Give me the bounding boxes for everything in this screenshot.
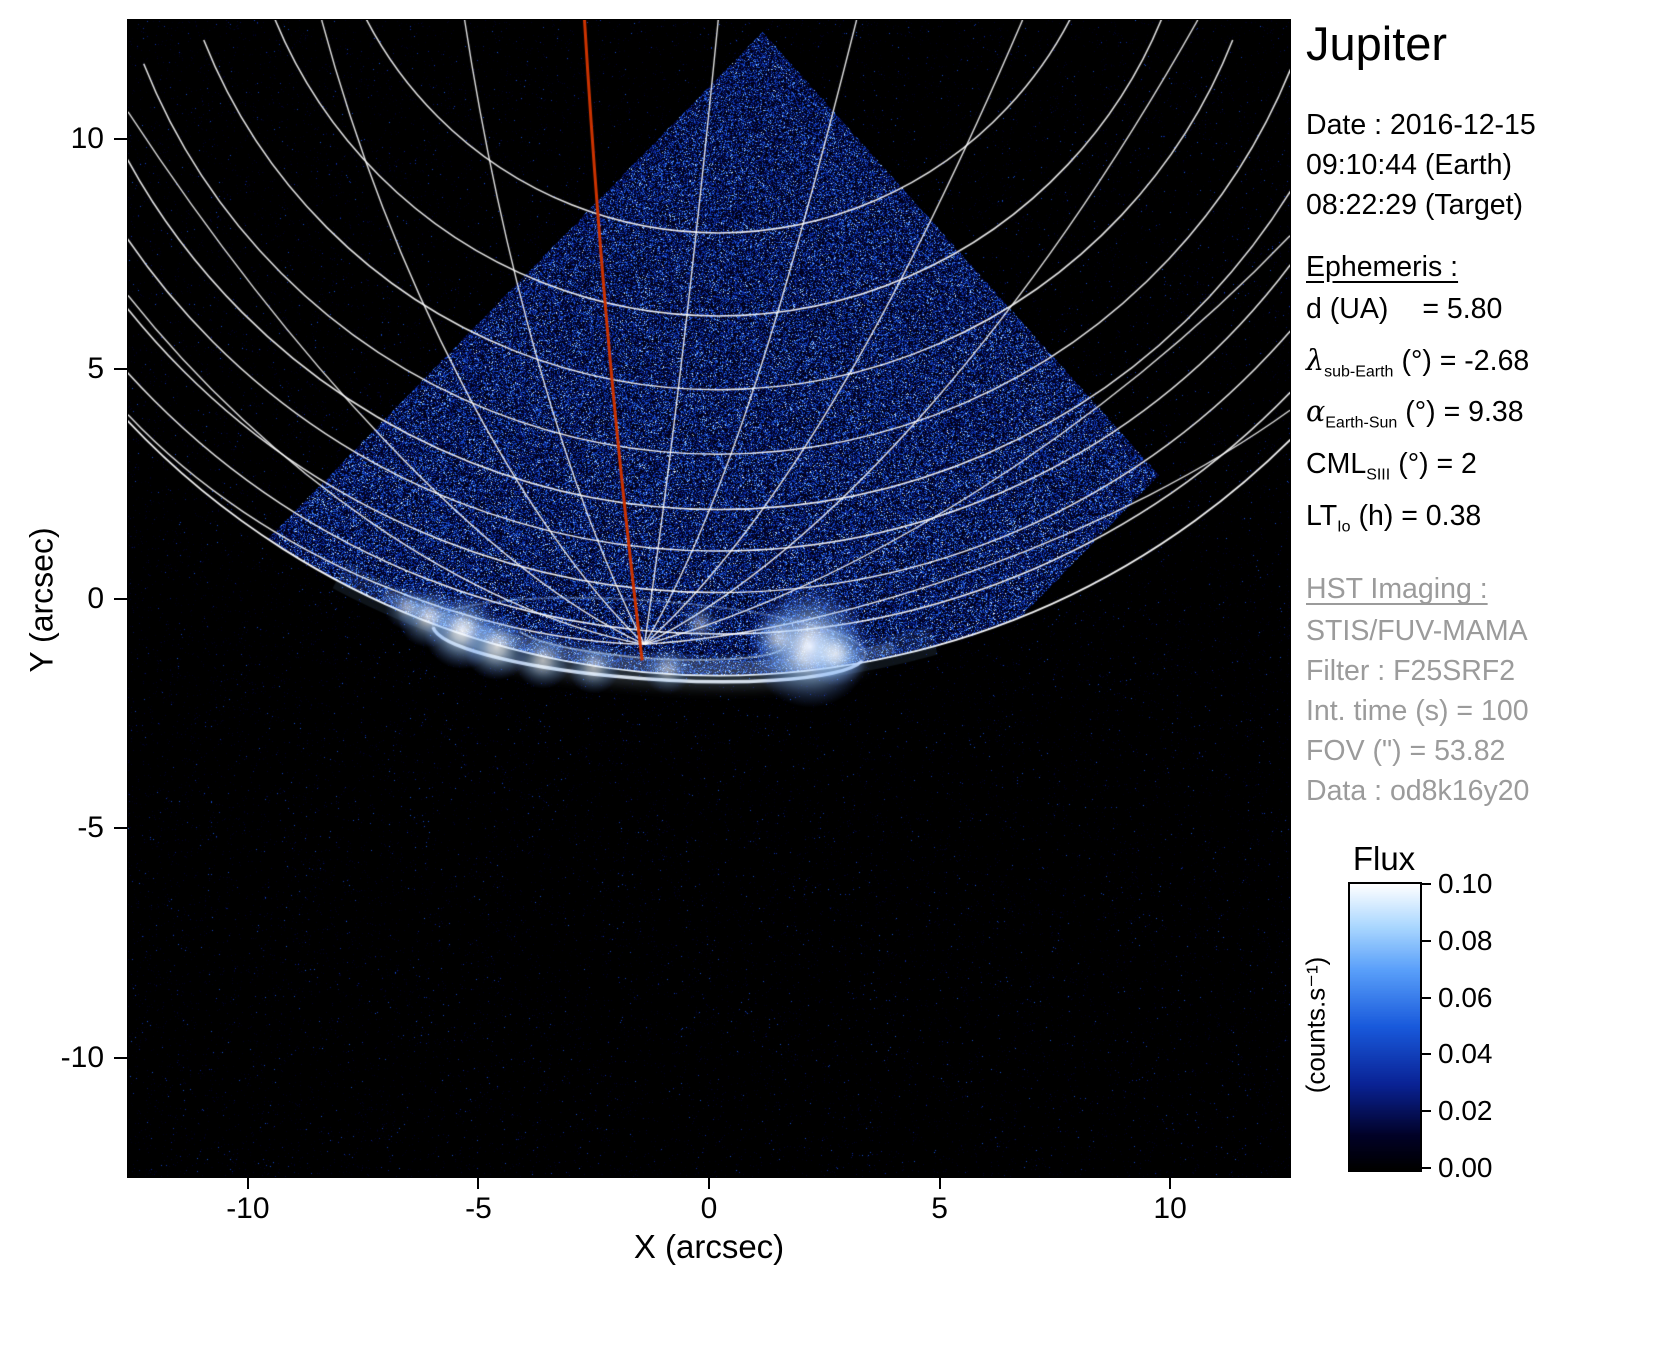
colorbar-tick-label: 0.00 bbox=[1438, 1152, 1493, 1184]
colorbar-tick-mark bbox=[1422, 1110, 1431, 1112]
ephemeris-label: CML bbox=[1306, 448, 1366, 480]
ephemeris-value: (h) = 0.38 bbox=[1359, 500, 1482, 532]
y-tick-label: 0 bbox=[12, 582, 104, 616]
ephemeris-value: (°) = -2.68 bbox=[1401, 345, 1529, 377]
hst-int-time: Int. time (s) = 100 bbox=[1306, 691, 1672, 731]
info-panel: Jupiter Date : 2016-12-15 09:10:44 (Eart… bbox=[1306, 16, 1672, 811]
colorbar-gradient bbox=[1348, 882, 1422, 1172]
hst-instrument: STIS/FUV-MAMA bbox=[1306, 611, 1672, 651]
hst-header: HST Imaging : bbox=[1306, 567, 1672, 611]
x-tick-label: -10 bbox=[226, 1192, 269, 1226]
ephemeris-row-phase-angle: αEarth-Sun (°) = 9.38 bbox=[1306, 392, 1672, 444]
ephemeris-sub: Earth-Sun bbox=[1325, 415, 1397, 432]
ephemeris-row-distance: d (UA) = 5.80 bbox=[1306, 289, 1672, 341]
colorbar-unit: (counts.s⁻¹) bbox=[1301, 957, 1332, 1094]
sky-image-canvas bbox=[128, 20, 1290, 1177]
ephemeris-sub: SIII bbox=[1366, 467, 1390, 484]
ephemeris-row-subearth-lat: λsub-Earth (°) = -2.68 bbox=[1306, 341, 1672, 393]
ephemeris-table: d (UA) = 5.80 λsub-Earth (°) = -2.68 αEart… bbox=[1306, 289, 1672, 547]
x-axis-title: X (arcsec) bbox=[634, 1228, 784, 1266]
colorbar-tick-mark bbox=[1422, 997, 1431, 999]
ephemeris-label: λ bbox=[1306, 344, 1324, 377]
obs-time-target: 08:22:29 (Target) bbox=[1306, 185, 1672, 225]
x-tick-mark bbox=[708, 1178, 710, 1189]
ephemeris-value: (°) = 2 bbox=[1398, 448, 1477, 480]
figure-root: Y (arcsec) X (arcsec) Jupiter Date : 201… bbox=[0, 0, 1676, 1368]
colorbar-tick-label: 0.10 bbox=[1438, 868, 1493, 900]
x-tick-mark bbox=[477, 1178, 479, 1189]
ephemeris-header: Ephemeris : bbox=[1306, 245, 1672, 289]
ephemeris-label: LT bbox=[1306, 500, 1337, 532]
x-tick-label: -5 bbox=[465, 1192, 492, 1226]
observation-datetime: Date : 2016-12-15 09:10:44 (Earth) 08:22… bbox=[1306, 105, 1672, 225]
ephemeris-label: d (UA) bbox=[1306, 293, 1388, 325]
colorbar-tick-mark bbox=[1422, 1167, 1431, 1169]
y-tick-label: -5 bbox=[12, 811, 104, 845]
colorbar-tick-label: 0.08 bbox=[1438, 925, 1493, 957]
y-tick-label: 10 bbox=[12, 122, 104, 156]
hst-fov: FOV (") = 53.82 bbox=[1306, 731, 1672, 771]
ephemeris-value: = 5.80 bbox=[1422, 293, 1502, 325]
obs-time-earth: 09:10:44 (Earth) bbox=[1306, 145, 1672, 185]
x-tick-label: 10 bbox=[1153, 1192, 1186, 1226]
y-tick-mark bbox=[114, 368, 127, 370]
ephemeris-value: (°) = 9.38 bbox=[1405, 396, 1523, 428]
y-tick-label: 5 bbox=[12, 352, 104, 386]
ephemeris-sub: Io bbox=[1337, 518, 1350, 535]
hst-data-id: Data : od8k16y20 bbox=[1306, 771, 1672, 811]
sky-plot bbox=[127, 19, 1291, 1178]
y-tick-mark bbox=[114, 598, 127, 600]
x-tick-label: 0 bbox=[701, 1192, 718, 1226]
hst-filter: Filter : F25SRF2 bbox=[1306, 651, 1672, 691]
colorbar-tick-mark bbox=[1422, 883, 1431, 885]
colorbar-tick-label: 0.04 bbox=[1438, 1038, 1493, 1070]
y-tick-mark bbox=[114, 827, 127, 829]
y-tick-label: -10 bbox=[12, 1041, 104, 1075]
target-title: Jupiter bbox=[1306, 16, 1672, 71]
x-tick-mark bbox=[939, 1178, 941, 1189]
x-tick-mark bbox=[247, 1178, 249, 1189]
ephemeris-row-cml: CMLSIII (°) = 2 bbox=[1306, 444, 1672, 496]
x-tick-label: 5 bbox=[931, 1192, 948, 1226]
ephemeris-row-io-localtime: LTIo (h) = 0.38 bbox=[1306, 496, 1672, 548]
colorbar-tick-mark bbox=[1422, 940, 1431, 942]
y-tick-mark bbox=[114, 138, 127, 140]
ephemeris-label: α bbox=[1306, 395, 1325, 428]
ephemeris-sub: sub-Earth bbox=[1324, 363, 1393, 380]
x-tick-mark bbox=[1169, 1178, 1171, 1189]
colorbar-tick-mark bbox=[1422, 1053, 1431, 1055]
y-tick-mark bbox=[114, 1057, 127, 1059]
hst-info-list: STIS/FUV-MAMA Filter : F25SRF2 Int. time… bbox=[1306, 611, 1672, 811]
colorbar-title: Flux bbox=[1353, 840, 1415, 878]
colorbar-tick-label: 0.06 bbox=[1438, 982, 1493, 1014]
colorbar-tick-label: 0.02 bbox=[1438, 1095, 1493, 1127]
obs-date: Date : 2016-12-15 bbox=[1306, 105, 1672, 145]
